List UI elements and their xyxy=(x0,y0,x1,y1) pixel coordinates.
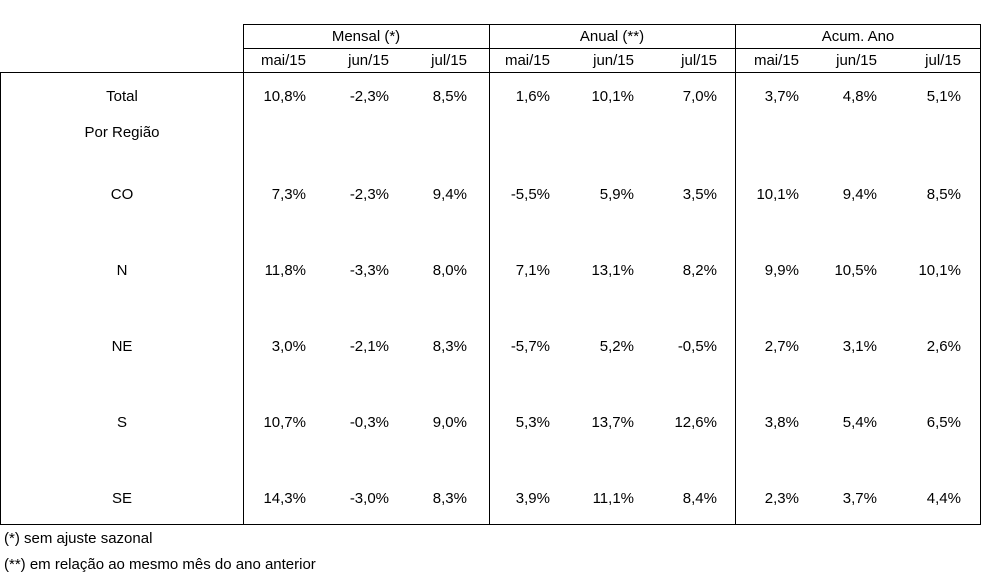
table-cell: 3,8% xyxy=(764,414,799,431)
table-cell: 10,5% xyxy=(834,262,877,279)
month-header: jun/15 xyxy=(836,52,877,69)
section-label: Por Região xyxy=(84,124,160,141)
table-cell: 5,4% xyxy=(842,414,877,431)
group-border-3 xyxy=(735,24,736,525)
right-border xyxy=(980,24,981,525)
footnote-2: (**) em relação ao mesmo mês do ano ante… xyxy=(4,556,316,573)
table-cell: 3,7% xyxy=(764,88,799,105)
month-header: mai/15 xyxy=(753,52,799,69)
month-header: jul/15 xyxy=(925,52,961,69)
table-cell: 7,3% xyxy=(271,186,306,203)
table-cell: 11,8% xyxy=(264,262,306,279)
table-cell: 8,0% xyxy=(432,262,467,279)
table-cell: -0,3% xyxy=(349,414,389,431)
table-cell: 4,8% xyxy=(842,88,877,105)
table-cell: 3,7% xyxy=(842,490,877,507)
left-border xyxy=(0,72,1,525)
month-header: jun/15 xyxy=(348,52,389,69)
month-header: mai/15 xyxy=(260,52,306,69)
group-border-2 xyxy=(489,24,490,525)
table-cell: 8,4% xyxy=(682,490,717,507)
row-label: S xyxy=(116,414,128,431)
table-cell: 8,3% xyxy=(432,490,467,507)
table-cell: 9,0% xyxy=(432,414,467,431)
table-cell: 9,4% xyxy=(432,186,467,203)
table-cell: 13,7% xyxy=(591,414,634,431)
table-cell: 9,9% xyxy=(764,262,799,279)
group-header: Mensal (*) xyxy=(331,28,401,45)
table-cell: 10,1% xyxy=(918,262,961,279)
table-cell: 2,6% xyxy=(926,338,961,355)
row-label: Total xyxy=(106,88,138,105)
table-cell: 5,1% xyxy=(926,88,961,105)
table-cell: 12,6% xyxy=(674,414,717,431)
group-border-1 xyxy=(243,24,244,525)
table-cell: -2,3% xyxy=(349,186,389,203)
footnote-1: (*) sem ajuste sazonal xyxy=(4,530,153,547)
table-cell: -3,0% xyxy=(349,490,389,507)
header-mid-border xyxy=(243,48,981,49)
table-cell: 3,0% xyxy=(271,338,306,355)
table-cell: 3,1% xyxy=(842,338,877,355)
table-cell: 7,0% xyxy=(682,88,717,105)
group-header: Anual (**) xyxy=(579,28,645,45)
table-cell: 8,5% xyxy=(432,88,467,105)
table-cell: 10,1% xyxy=(591,88,634,105)
table-cell: -3,3% xyxy=(349,262,389,279)
table-cell: 8,5% xyxy=(926,186,961,203)
table-cell: 4,4% xyxy=(926,490,961,507)
table-cell: 2,7% xyxy=(764,338,799,355)
table-cell: -5,7% xyxy=(510,338,550,355)
table-cell: 7,1% xyxy=(515,262,550,279)
row-label: N xyxy=(116,262,128,279)
table-cell: 9,4% xyxy=(842,186,877,203)
month-header: jul/15 xyxy=(431,52,467,69)
header-top-border xyxy=(243,24,981,25)
group-header: Acum. Ano xyxy=(821,28,895,45)
table-cell: 5,9% xyxy=(599,186,634,203)
table-cell: 14,3% xyxy=(263,490,306,507)
table-cell: -2,1% xyxy=(349,338,389,355)
month-header: jul/15 xyxy=(681,52,717,69)
table-cell: 8,2% xyxy=(682,262,717,279)
table-cell: 13,1% xyxy=(591,262,634,279)
table-cell: -5,5% xyxy=(510,186,550,203)
row-label: NE xyxy=(111,338,133,355)
table-cell: -2,3% xyxy=(349,88,389,105)
table-cell: 1,6% xyxy=(515,88,550,105)
table-cell: 5,3% xyxy=(515,414,550,431)
month-header: jun/15 xyxy=(593,52,634,69)
table-cell: 3,9% xyxy=(515,490,550,507)
body-bottom-border xyxy=(0,524,981,525)
table-cell: 6,5% xyxy=(926,414,961,431)
row-label: CO xyxy=(110,186,134,203)
table-cell: 11,1% xyxy=(592,490,634,507)
row-label: SE xyxy=(111,490,133,507)
table-cell: -0,5% xyxy=(677,338,717,355)
table-cell: 3,5% xyxy=(682,186,717,203)
table-cell: 5,2% xyxy=(599,338,634,355)
table-cell: 8,3% xyxy=(432,338,467,355)
body-top-border xyxy=(0,72,981,73)
table-cell: 2,3% xyxy=(764,490,799,507)
table-cell: 10,7% xyxy=(263,414,306,431)
table-cell: 10,1% xyxy=(756,186,799,203)
table-cell: 10,8% xyxy=(263,88,306,105)
month-header: mai/15 xyxy=(504,52,550,69)
